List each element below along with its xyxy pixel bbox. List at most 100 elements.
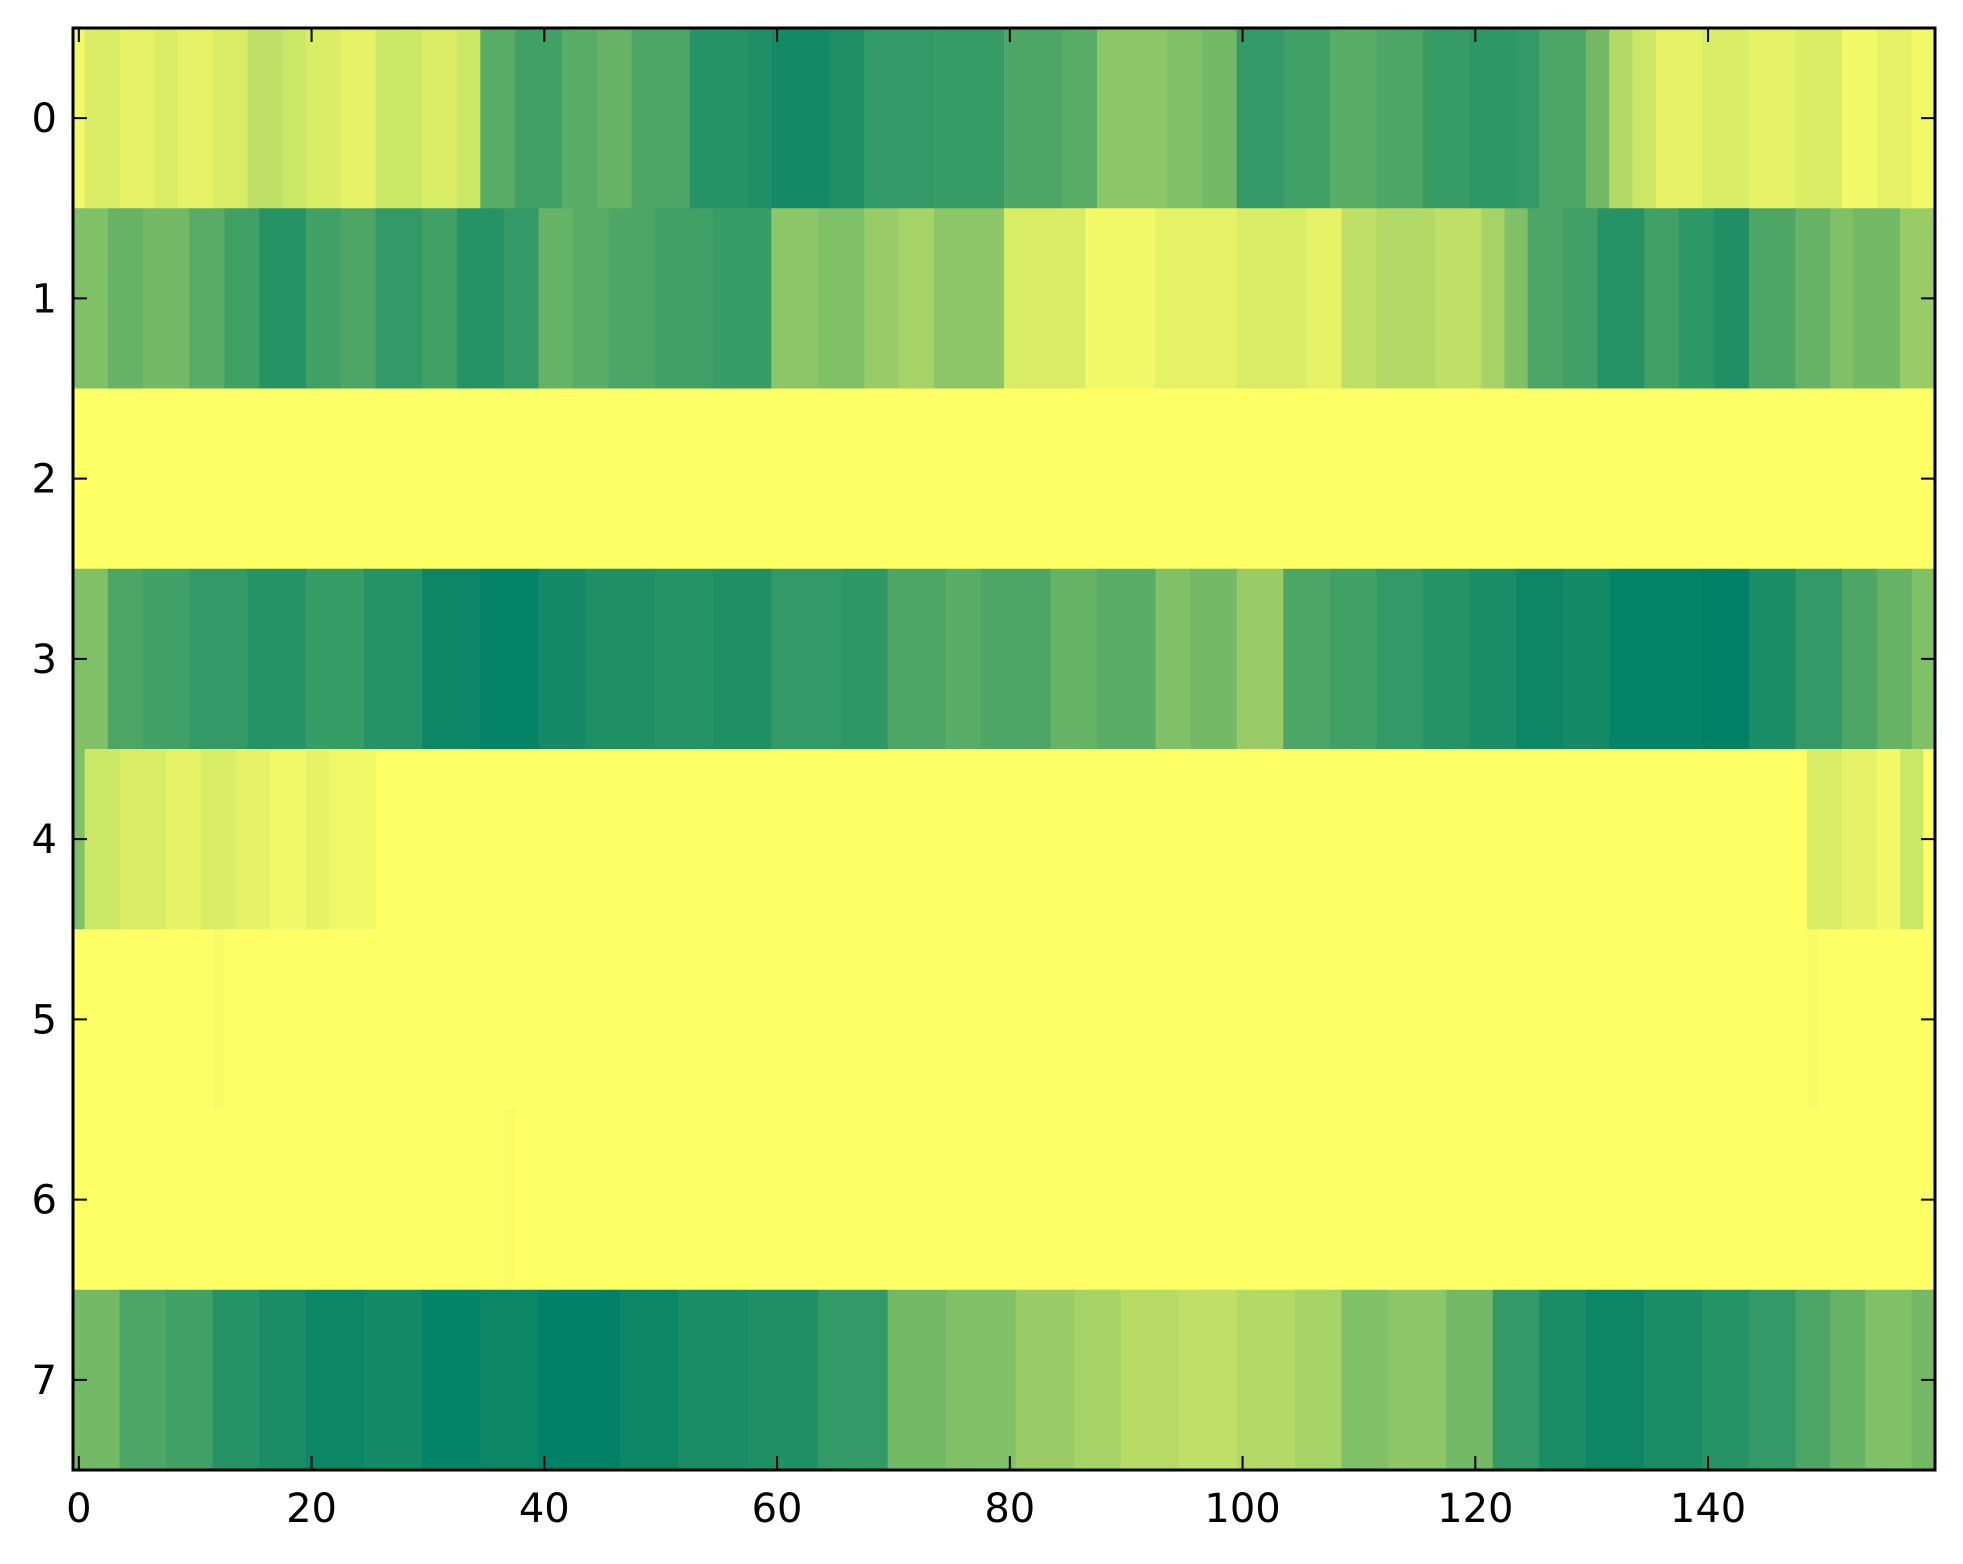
heatmap-cell xyxy=(1434,208,1482,390)
heatmap-cell xyxy=(1504,208,1529,390)
heatmap-cell xyxy=(1306,208,1343,390)
heatmap-cell xyxy=(1376,208,1436,390)
heatmap-cell xyxy=(1422,568,1471,750)
heatmap-cell xyxy=(119,28,156,209)
y-tick-label: 2 xyxy=(32,457,57,503)
heatmap-cell xyxy=(747,28,772,209)
heatmap-cell xyxy=(585,568,656,750)
heatmap-cell xyxy=(1492,1289,1540,1471)
x-tick-label: 20 xyxy=(286,1486,337,1532)
heatmap-cell xyxy=(864,208,900,390)
heatmap-cell xyxy=(538,568,586,750)
heatmap-cell xyxy=(107,568,144,750)
heatmap-cell xyxy=(1748,568,1796,750)
heatmap-cell xyxy=(235,749,272,930)
heatmap-cell xyxy=(201,749,237,930)
heatmap-cell xyxy=(1120,1289,1180,1471)
heatmap-cell xyxy=(305,1289,365,1471)
x-tick-label: 40 xyxy=(519,1486,570,1532)
heatmap-cell xyxy=(1562,208,1599,390)
heatmap-cell xyxy=(422,28,458,209)
heatmap-cell xyxy=(1166,28,1203,209)
heatmap-cell xyxy=(1539,1289,1587,1471)
heatmap-cell xyxy=(980,568,1052,750)
heatmap-cell xyxy=(1655,28,1703,209)
heatmap-cell xyxy=(457,28,481,209)
heatmap-cell xyxy=(1050,568,1098,750)
heatmap-cell xyxy=(224,208,260,390)
heatmap-cell xyxy=(1795,28,1843,209)
heatmap-cell xyxy=(1527,208,1564,390)
heatmap-cell xyxy=(1481,208,1506,390)
heatmap-cell xyxy=(1469,568,1517,750)
heatmap-cell xyxy=(1795,1289,1831,1471)
y-tick-label: 5 xyxy=(32,997,57,1043)
heatmap-cell xyxy=(166,1289,214,1471)
heatmap-cell xyxy=(1376,28,1424,209)
heatmap-cell xyxy=(1597,208,1645,390)
heatmap-cell xyxy=(480,568,540,750)
heatmap-cell xyxy=(1830,208,1855,390)
heatmap-cell xyxy=(899,208,935,390)
heatmap-cell xyxy=(212,28,249,209)
y-tick-label: 3 xyxy=(32,637,57,683)
heatmap-cell xyxy=(142,208,190,390)
heatmap-cell xyxy=(1795,208,1831,390)
heatmap-cell xyxy=(619,1289,679,1471)
heatmap-cell xyxy=(1585,28,1610,209)
y-tick-label: 0 xyxy=(32,96,57,142)
heatmap-cell xyxy=(1004,208,1087,390)
heatmap-cell xyxy=(887,1289,947,1471)
heatmap-cell xyxy=(1097,568,1156,750)
heatmap-cell xyxy=(1702,568,1750,750)
heatmap-cell xyxy=(1748,208,1796,390)
x-tick-label: 100 xyxy=(1204,1486,1280,1532)
heatmap-cell xyxy=(1539,28,1587,209)
heatmap-cell xyxy=(177,28,214,209)
heatmap-cell xyxy=(713,568,772,750)
heatmap-cell xyxy=(259,208,307,390)
heatmap-cell xyxy=(817,1289,889,1471)
heatmap-cell xyxy=(1632,28,1657,209)
heatmap-cell xyxy=(154,28,179,209)
heatmap-cell xyxy=(1004,28,1063,209)
heatmap-cell xyxy=(1585,1289,1645,1471)
heatmap-cell xyxy=(1155,568,1191,750)
heatmap-cell xyxy=(1236,208,1308,390)
heatmap-cell xyxy=(1155,208,1238,390)
heatmap-cell xyxy=(375,28,423,209)
heatmap-cell xyxy=(1818,929,1936,1111)
heatmap-cell xyxy=(538,1289,621,1471)
heatmap-cell xyxy=(1876,28,1913,209)
heatmap-cell xyxy=(1073,1289,1121,1471)
heatmap-cell xyxy=(841,568,889,750)
heatmap-cell xyxy=(1841,28,1878,209)
y-tick-label: 6 xyxy=(32,1178,57,1224)
heatmap-cell xyxy=(375,208,423,390)
heatmap-cell xyxy=(73,929,214,1111)
heatmap-cell xyxy=(1644,1289,1703,1471)
heatmap-cell xyxy=(771,208,819,390)
heatmap-cell xyxy=(189,208,225,390)
heatmap-cell xyxy=(1283,568,1331,750)
heatmap-cell xyxy=(1516,568,1564,750)
heatmap-cell xyxy=(747,1289,819,1471)
heatmap-cell xyxy=(678,1289,749,1471)
x-tick-label: 140 xyxy=(1670,1486,1746,1532)
heatmap-cell xyxy=(1190,568,1238,750)
heatmap-cell xyxy=(1876,568,1913,750)
heatmap-cell xyxy=(247,568,307,750)
heatmap-cell xyxy=(1806,929,1820,1111)
heatmap-cell xyxy=(329,749,377,930)
heatmap-cell xyxy=(1853,208,1901,390)
heatmap-cell xyxy=(84,749,121,930)
heatmap-cell xyxy=(375,749,1808,930)
heatmap-cell xyxy=(1341,208,1377,390)
heatmap-cell xyxy=(1376,568,1424,750)
y-ticks: 0 1 2 3 4 5 6 7 xyxy=(32,96,1935,1404)
heatmap-cell xyxy=(771,28,831,209)
heatmap-cell xyxy=(1609,568,1703,750)
heatmap-cell xyxy=(1236,28,1284,209)
heatmap-cell xyxy=(1341,1289,1389,1471)
heatmap-cell xyxy=(945,568,982,750)
